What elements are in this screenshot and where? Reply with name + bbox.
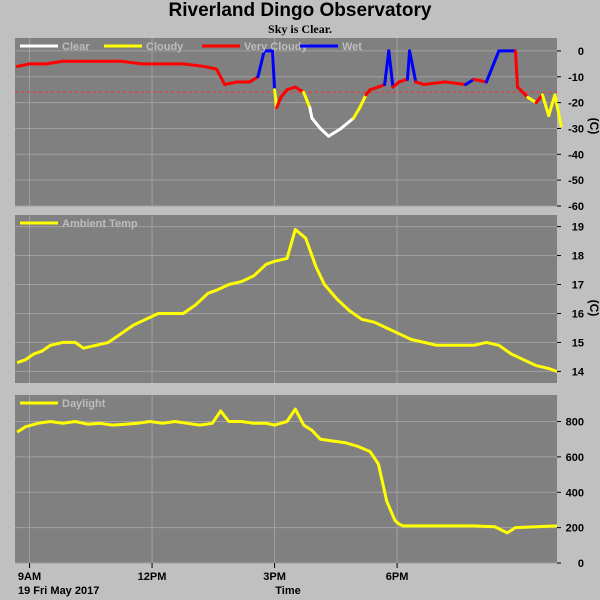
sky-temp-segment xyxy=(119,59,144,66)
y-tick-label: -50 xyxy=(568,175,584,187)
legend-entry: Cloudy xyxy=(104,41,184,53)
y-tick-label: 600 xyxy=(566,452,584,464)
ambient-temp-panel xyxy=(15,215,557,383)
sky-temp-legend: Clear Cloudy Very Cloudy Wet xyxy=(20,41,362,53)
sky-temp-segment xyxy=(275,95,283,110)
sky-temp-segment xyxy=(443,80,468,87)
sky-temp-segment xyxy=(526,95,538,105)
sky-temp-segment xyxy=(248,75,260,84)
daylight-grid xyxy=(15,395,557,564)
time-x-axis: 9AM 12PM 3PM 6PM xyxy=(18,563,408,583)
daylight-y-axis: 0 200 400 600 800 xyxy=(557,417,584,570)
sky-temp-grid xyxy=(15,38,557,207)
y-tick-label: 400 xyxy=(566,487,584,499)
sky-temp-segment xyxy=(387,49,395,89)
sky-temp-panel xyxy=(15,38,557,206)
sky-temp-segment xyxy=(202,64,218,71)
sky-temp-segment xyxy=(293,85,306,94)
sky-temp-segment xyxy=(540,93,551,118)
y-tick-label: 14 xyxy=(572,366,585,378)
x-tick-label: 9AM xyxy=(18,571,41,583)
legend-label: Clear xyxy=(62,41,90,53)
legend-entry: Ambient Temp xyxy=(20,218,138,230)
legend-entry: Very Cloudy xyxy=(202,41,308,53)
daylight-panel xyxy=(15,395,557,563)
daylight-legend: Daylight xyxy=(20,398,106,410)
sky-temp-segment xyxy=(223,80,239,87)
y-tick-label: 19 xyxy=(572,222,584,234)
y-tick-label: 15 xyxy=(572,337,584,349)
legend-entry: Clear xyxy=(20,41,90,53)
y-tick-label: 16 xyxy=(572,308,584,320)
ambient-temp-legend: Ambient Temp xyxy=(20,218,138,230)
series-line xyxy=(16,407,558,535)
x-tick-label: 3PM xyxy=(263,571,286,583)
page-title: Riverland Dingo Observatory xyxy=(168,0,432,21)
sky-temp-segment xyxy=(271,49,277,92)
y-tick-label: 18 xyxy=(572,251,584,263)
series-line xyxy=(16,228,558,373)
sky-temp-segment xyxy=(181,62,206,68)
sky-temp-unit: (C) xyxy=(587,118,600,135)
ambient-temp-y-axis: 14 15 16 17 18 19 xyxy=(557,222,585,378)
sky-temp-segment xyxy=(339,116,355,130)
legend-entry: Daylight xyxy=(20,398,106,410)
y-tick-label: 200 xyxy=(566,523,584,535)
y-tick-label: 800 xyxy=(566,417,584,429)
legend-label: Ambient Temp xyxy=(62,218,138,230)
y-tick-label: -10 xyxy=(568,72,584,84)
x-tick-label: 12PM xyxy=(138,571,167,583)
sky-temp-segment xyxy=(308,106,314,120)
sky-temp-series xyxy=(15,49,563,138)
sky-temp-segment xyxy=(422,80,447,87)
sky-temp-y-axis: 0 -10 -20 -30 -40 -50 -60 xyxy=(557,46,584,213)
sky-temp-segment xyxy=(15,62,32,68)
sky-temp-segment xyxy=(547,93,557,118)
ambient-temp-series xyxy=(16,228,558,373)
sky-temp-segment xyxy=(513,49,520,89)
sky-temp-segment xyxy=(256,49,266,79)
y-tick-label: -60 xyxy=(568,201,584,213)
sky-temp-segment xyxy=(516,85,530,99)
sky-temp-segment xyxy=(214,67,227,87)
legend-label: Cloudy xyxy=(146,41,184,53)
x-axis-title: Time xyxy=(275,585,300,597)
y-tick-label: -40 xyxy=(568,149,584,161)
sky-temp-segment xyxy=(302,90,310,105)
date-label: 19 Fri May 2017 xyxy=(18,585,99,597)
y-tick-label: -30 xyxy=(568,123,584,135)
y-tick-label: 17 xyxy=(572,280,584,292)
legend-entry: Wet xyxy=(300,41,362,53)
ambient-temp-grid xyxy=(15,215,557,383)
sky-status: Sky is Clear. xyxy=(268,22,332,36)
sky-temp-segment xyxy=(484,49,501,84)
sky-temp-segment xyxy=(44,59,65,66)
sky-temp-segment xyxy=(310,116,322,130)
y-tick-label: 0 xyxy=(578,558,584,570)
sky-temp-segment xyxy=(408,49,418,84)
y-tick-label: -20 xyxy=(568,98,584,110)
ambient-temp-unit: (C) xyxy=(587,300,600,317)
sky-temp-segment xyxy=(472,77,488,84)
sky-temp-segment xyxy=(318,126,331,138)
sky-temp-segment xyxy=(327,126,343,138)
sky-temp-segment xyxy=(351,106,362,120)
legend-label: Very Cloudy xyxy=(244,41,308,53)
sky-temp-segment xyxy=(464,77,476,87)
legend-label: Daylight xyxy=(62,398,106,410)
y-tick-label: 0 xyxy=(578,46,584,58)
sky-temp-segment xyxy=(358,93,368,110)
sky-temp-segment xyxy=(553,93,563,128)
legend-label: Wet xyxy=(342,41,362,53)
daylight-series xyxy=(16,407,558,535)
sky-temp-segment xyxy=(279,88,289,99)
x-tick-label: 6PM xyxy=(386,571,409,583)
